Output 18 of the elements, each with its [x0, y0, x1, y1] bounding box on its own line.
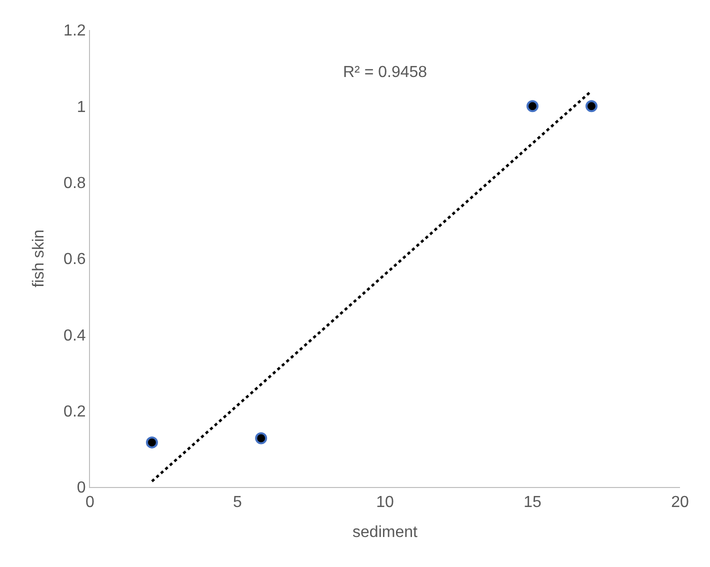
y-tick-label: 0.8: [64, 174, 86, 192]
annotation: R² = 0.9458: [343, 64, 428, 81]
point: [255, 432, 268, 444]
y-tick-label: 1.2: [64, 22, 86, 40]
point: [146, 436, 158, 448]
y-tick-label: 0.4: [64, 327, 86, 344]
x-tick-label: 20: [671, 494, 689, 512]
x-tick-label: 10: [376, 494, 394, 512]
y-tick-label: 0: [76, 480, 86, 497]
y-tick-label: 0.6: [64, 251, 86, 268]
y-tick-label: 0.2: [64, 403, 86, 420]
x-tick-label: 15: [524, 494, 542, 512]
y-tick-label: 1: [76, 98, 86, 116]
point: [586, 100, 598, 112]
x-axis-title: sediment: [352, 524, 418, 541]
point: [526, 100, 538, 112]
y-axis-title: fish skin: [30, 230, 48, 288]
x-tick-label: 5: [233, 494, 242, 512]
